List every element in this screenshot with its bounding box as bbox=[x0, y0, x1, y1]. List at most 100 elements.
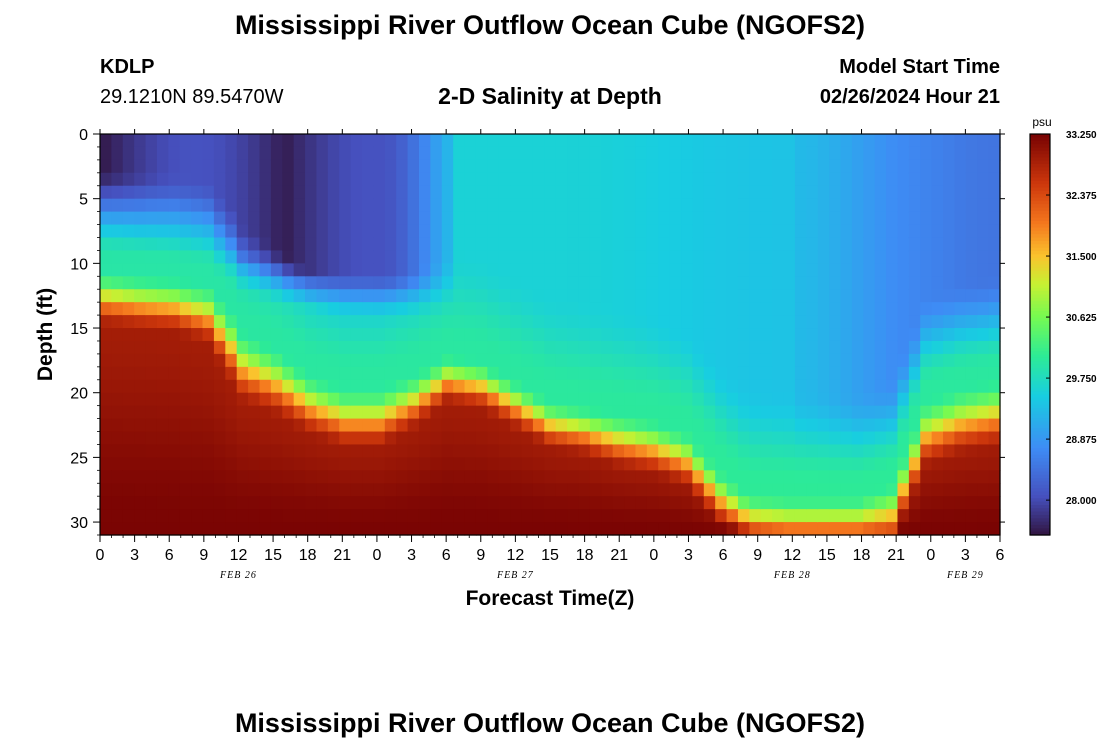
heatmap-cell bbox=[624, 405, 637, 420]
colorbar-segment bbox=[1030, 464, 1050, 469]
heatmap-cell bbox=[703, 302, 716, 316]
heatmap-cell bbox=[931, 289, 944, 303]
heatmap-cell bbox=[737, 185, 750, 200]
heatmap-cell bbox=[248, 483, 261, 497]
heatmap-cell bbox=[396, 470, 409, 484]
heatmap-cell bbox=[270, 237, 283, 252]
heatmap-cell bbox=[578, 198, 591, 213]
heatmap-cell bbox=[111, 315, 124, 329]
heatmap-cell bbox=[464, 185, 477, 200]
heatmap-cell bbox=[760, 444, 773, 458]
heatmap-cell bbox=[396, 366, 409, 381]
heatmap-cell bbox=[567, 224, 580, 239]
heatmap-cell bbox=[726, 198, 739, 213]
heatmap-cell bbox=[851, 444, 864, 458]
heatmap-cell bbox=[931, 379, 944, 394]
heatmap-cell bbox=[829, 224, 842, 239]
heatmap-cell bbox=[407, 340, 420, 355]
heatmap-cell bbox=[681, 444, 693, 458]
heatmap-cell bbox=[851, 134, 864, 148]
heatmap-cell bbox=[840, 134, 853, 148]
x-tick-label: 0 bbox=[96, 547, 105, 564]
heatmap-cell bbox=[920, 198, 933, 213]
heatmap-cell bbox=[737, 159, 750, 174]
heatmap-cell bbox=[794, 483, 807, 497]
heatmap-cell bbox=[305, 146, 318, 161]
heatmap-cell bbox=[726, 289, 739, 303]
heatmap-cell bbox=[681, 522, 693, 536]
heatmap-cell bbox=[179, 418, 192, 433]
heatmap-cell bbox=[510, 237, 523, 252]
heatmap-cell bbox=[464, 509, 477, 523]
heatmap-cell bbox=[726, 522, 739, 536]
heatmap-cell bbox=[407, 250, 420, 264]
heatmap-cell bbox=[635, 146, 648, 161]
heatmap-cell bbox=[464, 198, 477, 213]
heatmap-cell bbox=[213, 289, 226, 303]
heatmap-cell bbox=[715, 263, 728, 277]
heatmap-cell bbox=[737, 276, 750, 290]
heatmap-cell bbox=[977, 496, 990, 510]
heatmap-cell bbox=[544, 483, 557, 497]
heatmap-cell bbox=[920, 353, 933, 368]
heatmap-cell bbox=[407, 470, 420, 484]
heatmap-cell bbox=[851, 431, 864, 446]
heatmap-cell bbox=[213, 198, 226, 213]
heatmap-cell bbox=[498, 134, 511, 148]
heatmap-cell bbox=[213, 250, 226, 264]
heatmap-cell bbox=[954, 379, 967, 394]
heatmap-cell bbox=[293, 185, 306, 200]
colorbar-segment bbox=[1030, 448, 1050, 453]
heatmap-cell bbox=[521, 379, 534, 394]
heatmap-cell bbox=[532, 172, 545, 187]
heatmap-cell bbox=[384, 328, 397, 342]
heatmap-cell bbox=[567, 366, 580, 381]
heatmap-cell bbox=[213, 315, 226, 329]
heatmap-cell bbox=[829, 237, 842, 252]
heatmap-cell bbox=[954, 392, 967, 407]
heatmap-cell bbox=[407, 211, 420, 226]
heatmap-cell bbox=[248, 315, 261, 329]
heatmap-cell bbox=[521, 392, 534, 407]
heatmap-cell bbox=[783, 353, 796, 368]
heatmap-cell bbox=[703, 509, 716, 523]
heatmap-cell bbox=[886, 340, 899, 355]
heatmap-cell bbox=[384, 457, 397, 471]
colorbar-segment bbox=[1030, 227, 1050, 232]
heatmap-cell bbox=[817, 457, 830, 471]
heatmap-cell bbox=[521, 418, 534, 433]
heatmap-cell bbox=[681, 185, 693, 200]
heatmap-cell bbox=[453, 418, 466, 433]
heatmap-cell bbox=[749, 224, 762, 239]
heatmap-cell bbox=[259, 134, 272, 148]
heatmap-cell bbox=[100, 172, 112, 187]
heatmap-cell bbox=[658, 172, 671, 187]
heatmap-cell bbox=[532, 315, 545, 329]
heatmap-cell bbox=[646, 185, 659, 200]
heatmap-cell bbox=[327, 250, 340, 264]
heatmap-cell bbox=[441, 315, 454, 329]
heatmap-cell bbox=[886, 237, 899, 252]
heatmap-cell bbox=[362, 483, 375, 497]
footer-title: Mississippi River Outflow Ocean Cube (NG… bbox=[234, 708, 866, 738]
heatmap-cell bbox=[521, 146, 534, 161]
heatmap-cell bbox=[191, 509, 204, 523]
heatmap-cell bbox=[931, 509, 944, 523]
heatmap-cell bbox=[681, 340, 693, 355]
heatmap-cell bbox=[418, 379, 431, 394]
heatmap-cell bbox=[567, 470, 580, 484]
heatmap-cell bbox=[179, 146, 192, 161]
heatmap-cell bbox=[943, 289, 956, 303]
heatmap-cell bbox=[156, 405, 169, 420]
heatmap-cell bbox=[840, 302, 853, 316]
heatmap-cell bbox=[498, 366, 511, 381]
heatmap-cell bbox=[669, 340, 682, 355]
heatmap-cell bbox=[191, 522, 204, 536]
heatmap-cell bbox=[521, 185, 534, 200]
heatmap-cell bbox=[202, 444, 215, 458]
heatmap-cell bbox=[715, 276, 728, 290]
heatmap-cell bbox=[601, 289, 614, 303]
heatmap-cell bbox=[612, 159, 625, 174]
heatmap-cell bbox=[498, 211, 511, 226]
colorbar-segment bbox=[1030, 297, 1050, 302]
